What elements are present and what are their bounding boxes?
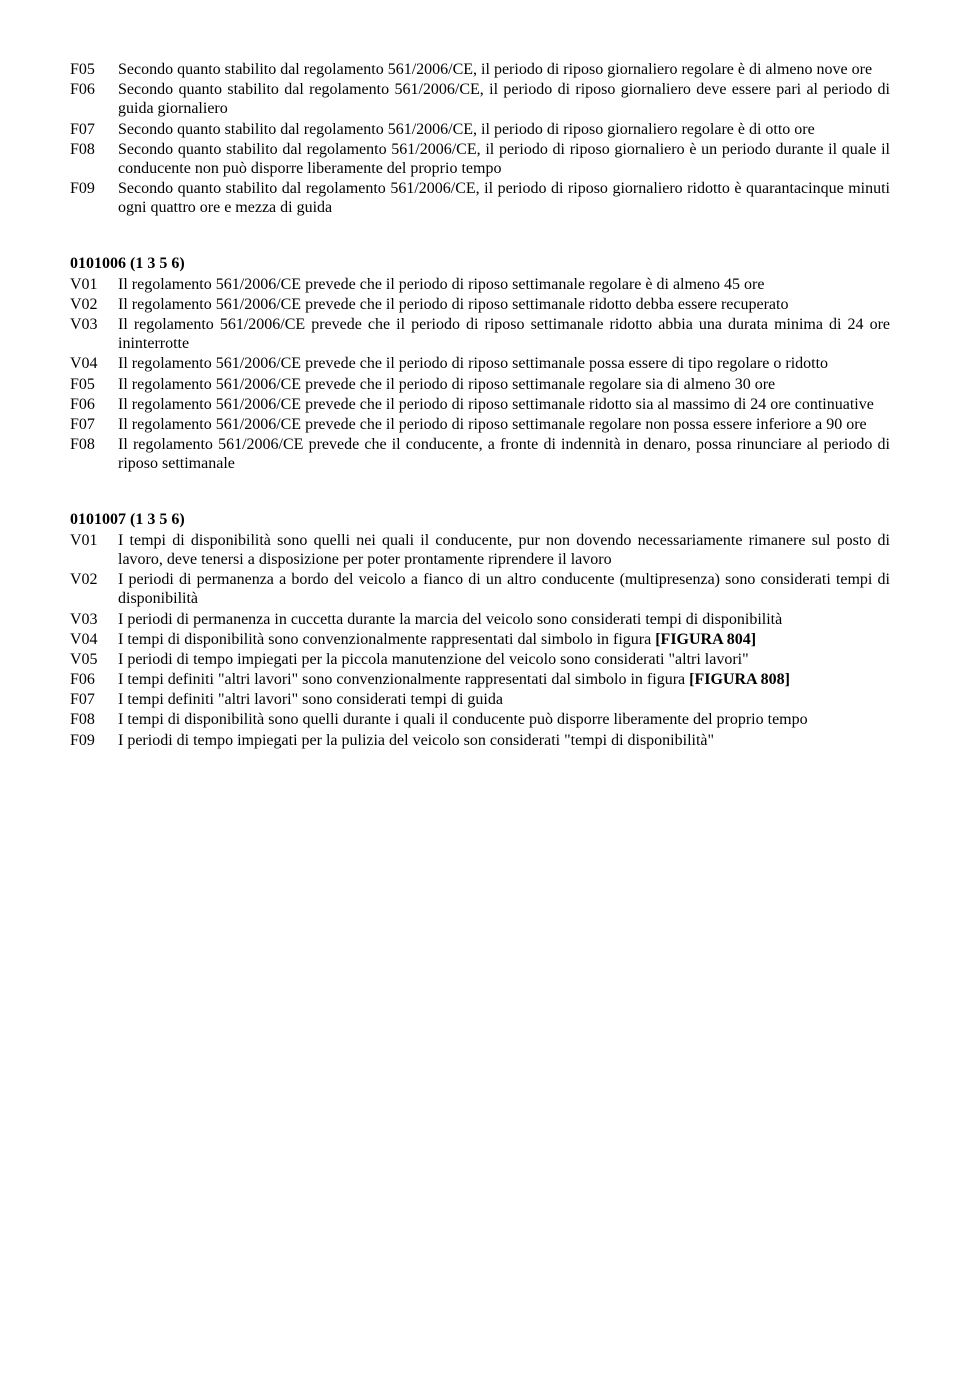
item-row: F07Secondo quanto stabilito dal regolame… — [70, 120, 890, 139]
item-code: F07 — [70, 690, 118, 709]
item-code: V02 — [70, 295, 118, 314]
item-code: F08 — [70, 710, 118, 729]
item-row: F09I periodi di tempo impiegati per la p… — [70, 731, 890, 750]
item-code: F09 — [70, 179, 118, 198]
item-text: I tempi definiti "altri lavori" sono con… — [118, 670, 890, 689]
item-text: Il regolamento 561/2006/CE prevede che i… — [118, 415, 890, 434]
item-code: V01 — [70, 531, 118, 550]
item-row: F06I tempi definiti "altri lavori" sono … — [70, 670, 890, 689]
item-text: I periodi di tempo impiegati per la picc… — [118, 650, 890, 669]
item-row: F07Il regolamento 561/2006/CE prevede ch… — [70, 415, 890, 434]
item-text: Secondo quanto stabilito dal regolamento… — [118, 179, 890, 217]
question-block: 0101007 (1 3 5 6)V01I tempi di disponibi… — [70, 510, 890, 750]
item-row: F05Secondo quanto stabilito dal regolame… — [70, 60, 890, 79]
item-code: F06 — [70, 395, 118, 414]
item-row: F08I tempi di disponibilità sono quelli … — [70, 710, 890, 729]
item-text: I tempi definiti "altri lavori" sono con… — [118, 690, 890, 709]
item-code: F05 — [70, 60, 118, 79]
item-code: F06 — [70, 80, 118, 99]
item-code: F07 — [70, 415, 118, 434]
item-text: I tempi di disponibilità sono convenzion… — [118, 630, 890, 649]
item-text: I periodi di permanenza in cuccetta dura… — [118, 610, 890, 629]
item-code: V03 — [70, 610, 118, 629]
item-text: Secondo quanto stabilito dal regolamento… — [118, 120, 890, 139]
item-code: V05 — [70, 650, 118, 669]
item-row: V01I tempi di disponibilità sono quelli … — [70, 531, 890, 569]
item-text: Il regolamento 561/2006/CE prevede che i… — [118, 354, 890, 373]
item-text: Il regolamento 561/2006/CE prevede che i… — [118, 375, 890, 394]
item-row: F08Il regolamento 561/2006/CE prevede ch… — [70, 435, 890, 473]
item-text: I periodi di tempo impiegati per la puli… — [118, 731, 890, 750]
item-row: V02I periodi di permanenza a bordo del v… — [70, 570, 890, 608]
item-code: V01 — [70, 275, 118, 294]
question-block: F05Secondo quanto stabilito dal regolame… — [70, 60, 890, 218]
item-text: Il regolamento 561/2006/CE prevede che i… — [118, 315, 890, 353]
item-text: Il regolamento 561/2006/CE prevede che i… — [118, 275, 890, 294]
item-row: F07I tempi definiti "altri lavori" sono … — [70, 690, 890, 709]
item-code: V04 — [70, 354, 118, 373]
item-code: F08 — [70, 140, 118, 159]
item-row: V04Il regolamento 561/2006/CE prevede ch… — [70, 354, 890, 373]
item-row: V01Il regolamento 561/2006/CE prevede ch… — [70, 275, 890, 294]
item-text: Il regolamento 561/2006/CE prevede che i… — [118, 395, 890, 414]
item-text: I tempi di disponibilità sono quelli dur… — [118, 710, 890, 729]
block-heading: 0101006 (1 3 5 6) — [70, 254, 890, 273]
item-text: I tempi di disponibilità sono quelli nei… — [118, 531, 890, 569]
item-text: Secondo quanto stabilito dal regolamento… — [118, 80, 890, 118]
item-text: Il regolamento 561/2006/CE prevede che i… — [118, 435, 890, 473]
item-row: F06Secondo quanto stabilito dal regolame… — [70, 80, 890, 118]
item-code: F08 — [70, 435, 118, 454]
item-row: V03I periodi di permanenza in cuccetta d… — [70, 610, 890, 629]
item-row: V05I periodi di tempo impiegati per la p… — [70, 650, 890, 669]
item-text: Secondo quanto stabilito dal regolamento… — [118, 60, 890, 79]
item-code: F09 — [70, 731, 118, 750]
item-code: V02 — [70, 570, 118, 589]
item-text: Secondo quanto stabilito dal regolamento… — [118, 140, 890, 178]
item-row: F05Il regolamento 561/2006/CE prevede ch… — [70, 375, 890, 394]
item-code: V03 — [70, 315, 118, 334]
item-code: F07 — [70, 120, 118, 139]
item-row: V04I tempi di disponibilità sono convenz… — [70, 630, 890, 649]
item-code: F06 — [70, 670, 118, 689]
item-text: I periodi di permanenza a bordo del veic… — [118, 570, 890, 608]
item-row: V02Il regolamento 561/2006/CE prevede ch… — [70, 295, 890, 314]
block-heading: 0101007 (1 3 5 6) — [70, 510, 890, 529]
item-row: F06Il regolamento 561/2006/CE prevede ch… — [70, 395, 890, 414]
item-code: V04 — [70, 630, 118, 649]
item-row: V03Il regolamento 561/2006/CE prevede ch… — [70, 315, 890, 353]
item-row: F09Secondo quanto stabilito dal regolame… — [70, 179, 890, 217]
question-block: 0101006 (1 3 5 6)V01Il regolamento 561/2… — [70, 254, 890, 474]
item-row: F08Secondo quanto stabilito dal regolame… — [70, 140, 890, 178]
item-text: Il regolamento 561/2006/CE prevede che i… — [118, 295, 890, 314]
item-code: F05 — [70, 375, 118, 394]
